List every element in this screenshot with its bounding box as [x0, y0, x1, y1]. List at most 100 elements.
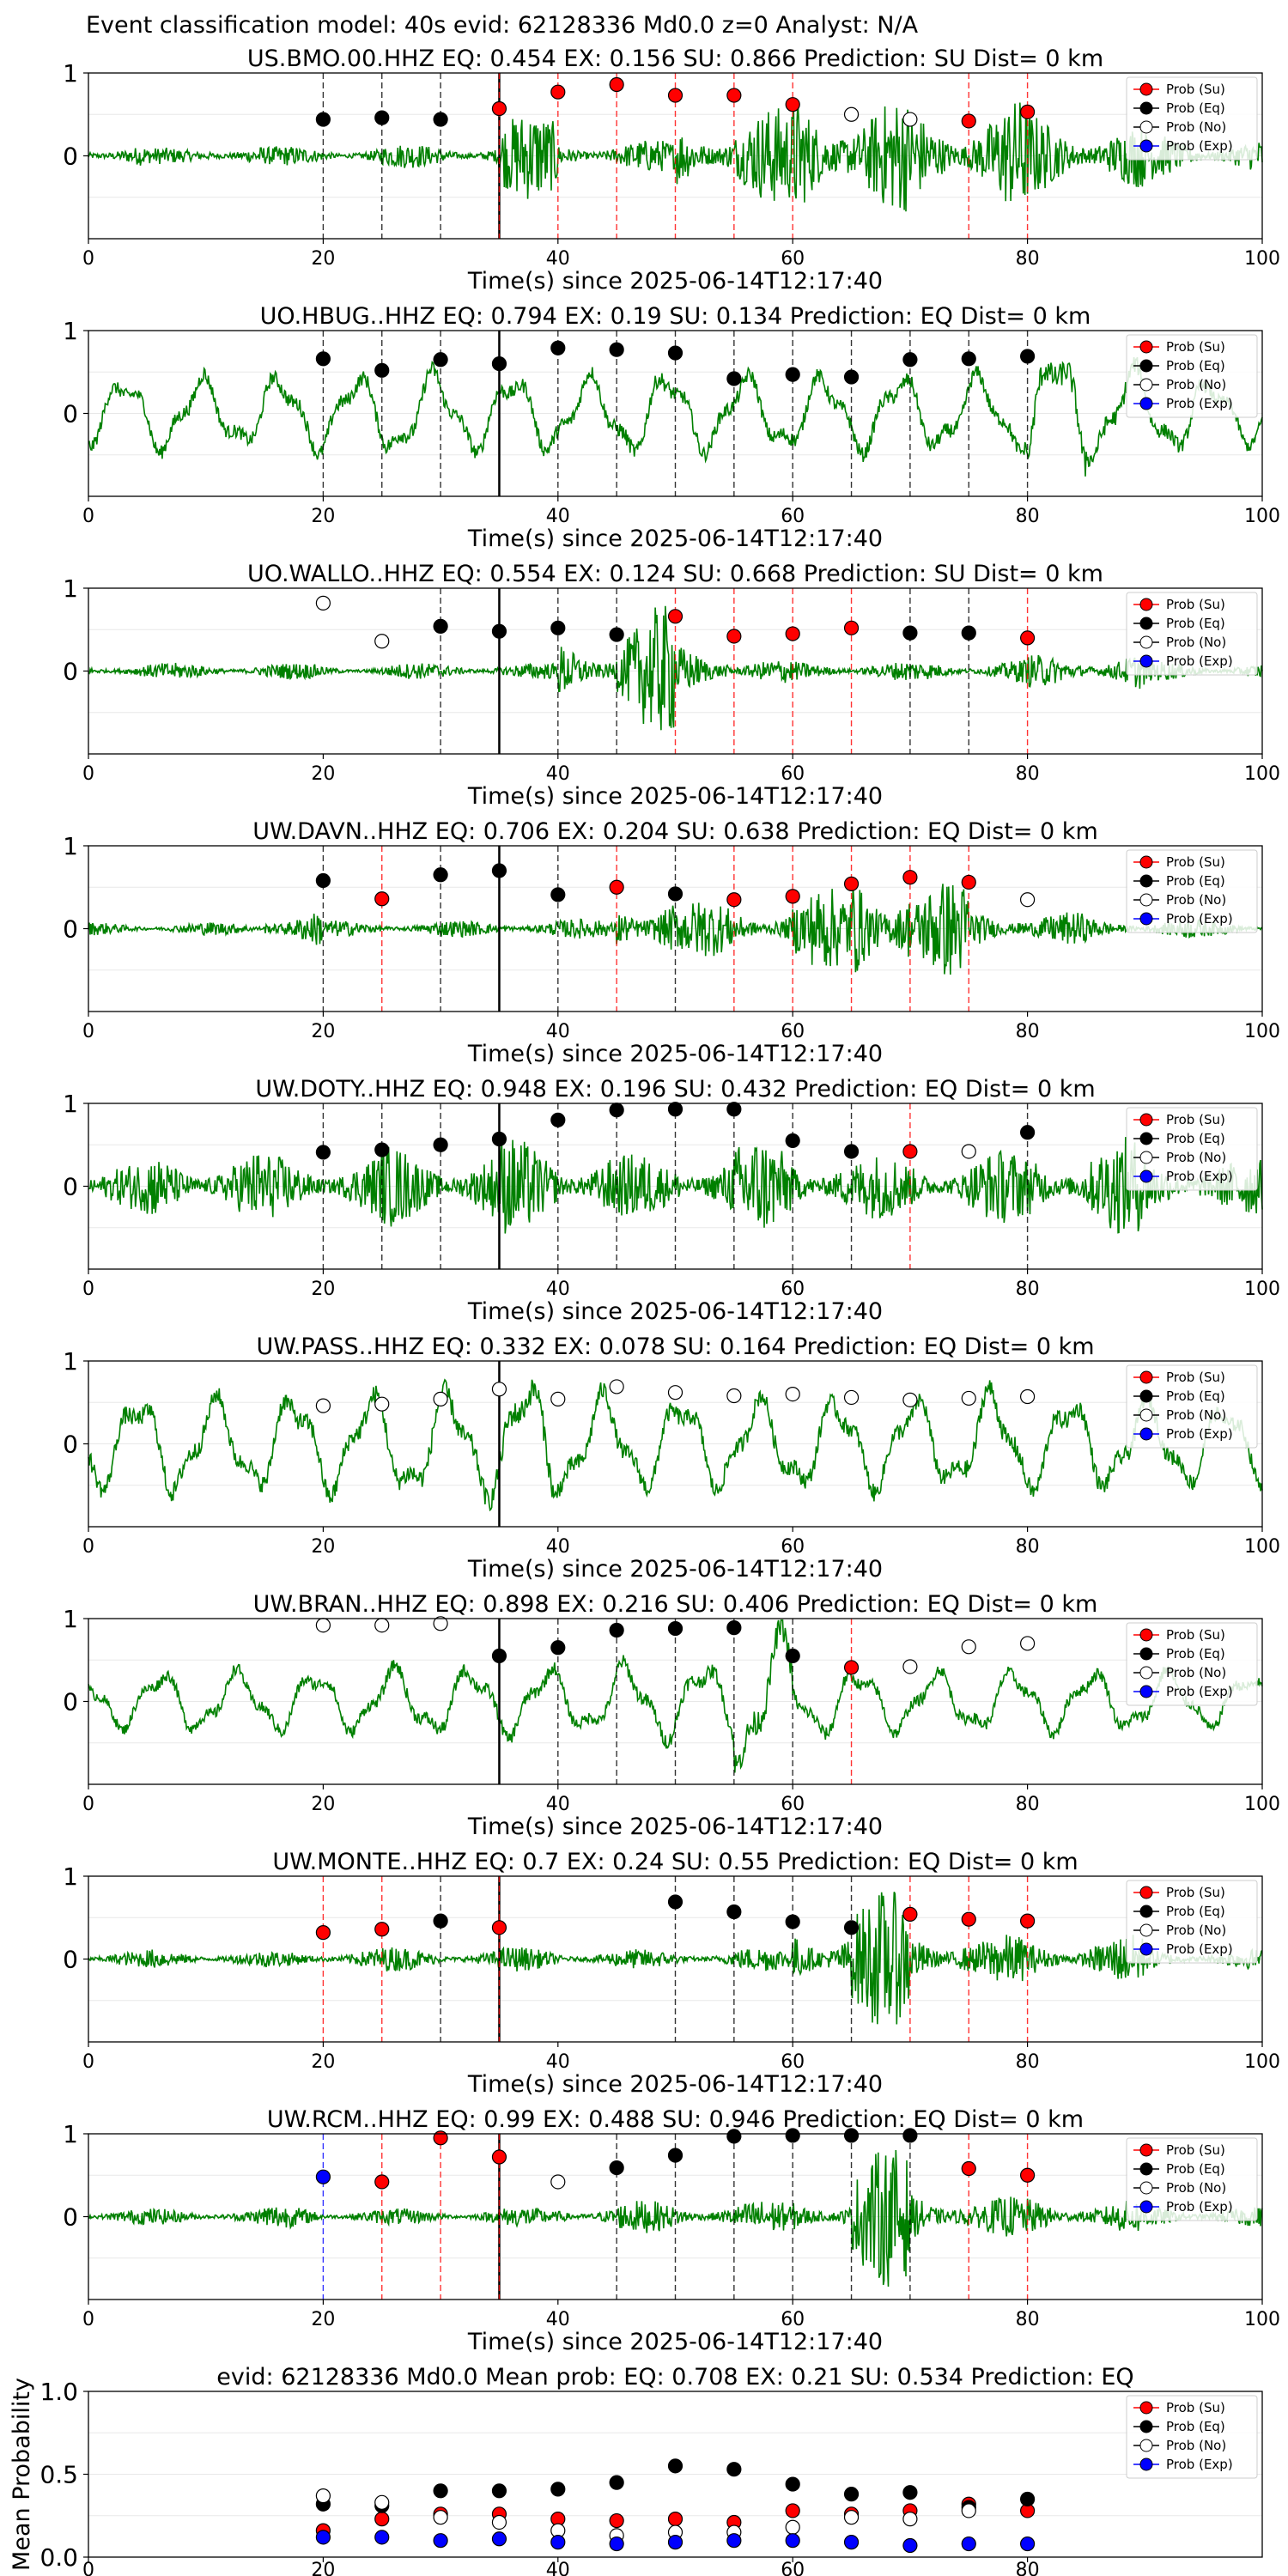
prob-point-su: [843, 876, 860, 891]
mean-point-eq: [609, 2475, 624, 2490]
x-tick-label: 0: [82, 1794, 94, 1815]
legend-marker-exp: [1139, 397, 1153, 410]
legend-box: [1126, 592, 1258, 676]
x-tick-label: 0: [82, 1536, 94, 1558]
x-tick-label: 80: [1016, 248, 1040, 270]
legend-label-su: Prob (Su): [1166, 1885, 1225, 1900]
legend-label-no: Prob (No): [1166, 119, 1226, 135]
x-tick-label: 60: [781, 2051, 805, 2073]
mean-point-no: [785, 2519, 800, 2535]
legend-marker-su: [1139, 1113, 1153, 1127]
x-tick-label: 0: [82, 248, 94, 270]
x-tick-label: 60: [781, 1794, 805, 1815]
legend-label-eq: Prob (Eq): [1166, 616, 1225, 631]
legend-marker-no: [1139, 635, 1153, 649]
x-tick-label: 80: [1016, 763, 1040, 785]
prob-point-su: [374, 1922, 390, 1937]
prob-point-eq: [315, 351, 331, 367]
prob-point-su: [491, 1920, 507, 1935]
prob-point-su: [491, 2149, 507, 2165]
x-tick-label: 20: [311, 2309, 335, 2330]
y-tick-label: 0: [63, 2203, 78, 2232]
mean-point-eq: [667, 2458, 683, 2474]
legend-box: [1126, 1622, 1258, 1706]
legend-label-exp: Prob (Exp): [1166, 1684, 1233, 1699]
prob-point-eq: [491, 863, 507, 878]
mean-point-no: [433, 2510, 448, 2525]
figure-title: Event classification model: 40s evid: 62…: [86, 12, 919, 39]
prob-point-eq: [609, 342, 624, 357]
legend-label-exp: Prob (Exp): [1166, 396, 1233, 411]
panel-4: UW.DAVN..HHZ EQ: 0.706 EX: 0.204 SU: 0.6…: [63, 818, 1280, 1067]
legend-label-exp: Prob (Exp): [1166, 2199, 1233, 2215]
prob-point-su: [667, 88, 683, 103]
panel-7: UW.BRAN..HHZ EQ: 0.898 EX: 0.216 SU: 0.4…: [63, 1591, 1280, 1840]
x-tick-label: 20: [311, 1279, 335, 1300]
prob-point-eq: [785, 367, 800, 382]
x-tick-label: 40: [546, 1794, 570, 1815]
mean-point-exp: [667, 2535, 683, 2550]
x-tick-label: 20: [311, 763, 335, 785]
mean-point-exp: [1019, 2536, 1036, 2552]
legend-label-eq: Prob (Eq): [1166, 1388, 1225, 1404]
prob-point-no: [961, 1390, 976, 1406]
x-tick-label: 100: [1244, 1021, 1280, 1042]
mean-point-eq: [843, 2487, 860, 2502]
mean-point-su: [609, 2512, 624, 2529]
legend-box: [1126, 1107, 1258, 1191]
prob-point-eq: [374, 362, 390, 378]
panel-6: UW.PASS..HHZ EQ: 0.332 EX: 0.078 SU: 0.1…: [63, 1334, 1280, 1583]
legend-label-su: Prob (Su): [1166, 82, 1225, 97]
legend-marker-exp: [1139, 654, 1153, 668]
prob-point-no: [902, 1659, 918, 1674]
prob-point-eq: [726, 371, 742, 386]
legend-marker-eq: [1139, 1647, 1153, 1661]
legend-label-exp: Prob (Exp): [1166, 1426, 1233, 1442]
mean-point-eq: [785, 2476, 800, 2492]
prob-point-su: [902, 1144, 918, 1159]
mean-point-exp: [726, 2533, 742, 2549]
mean-point-exp: [843, 2535, 860, 2550]
prob-point-su: [491, 100, 507, 117]
x-tick-label: 40: [546, 248, 570, 270]
x-tick-label: 40: [546, 763, 570, 785]
prob-point-no: [433, 1391, 448, 1406]
prob-point-no: [550, 2174, 566, 2190]
legend-label-eq: Prob (Eq): [1166, 358, 1225, 374]
legend-marker-eq: [1139, 2162, 1153, 2176]
prob-point-su: [667, 609, 683, 624]
prob-point-su: [1019, 2167, 1036, 2183]
x-tick-label: 40: [546, 1279, 570, 1300]
y-tick-label: 1: [63, 1090, 78, 1118]
prob-point-eq: [550, 340, 566, 355]
prob-point-eq: [726, 1904, 742, 1920]
mean-point-no: [961, 2503, 976, 2518]
x-tick-label: 0: [82, 2309, 94, 2330]
x-axis-label: Time(s) since 2025-06-14T12:17:40: [467, 1041, 883, 1067]
x-tick-label: 60: [781, 248, 805, 270]
legend-marker-su: [1139, 598, 1153, 611]
legend-label-su: Prob (Su): [1166, 1370, 1225, 1385]
x-tick-label: 20: [311, 2051, 335, 2073]
waveform-trace: [88, 1892, 1263, 2025]
legend-marker-eq: [1139, 359, 1153, 373]
legend-label-eq: Prob (Eq): [1166, 100, 1225, 116]
prob-point-su: [726, 629, 742, 644]
mean-point-exp: [433, 2533, 448, 2549]
prob-point-su: [374, 891, 390, 907]
legend-label-no: Prob (No): [1166, 1407, 1226, 1423]
x-tick-label: 60: [781, 1279, 805, 1300]
mean-point-no: [374, 2494, 390, 2510]
legend-marker-su: [1139, 1628, 1153, 1642]
prob-point-no: [315, 1398, 331, 1413]
panel-mean: evid: 62128336 Md0.0 Mean prob: EQ: 0.70…: [9, 2364, 1263, 2576]
legend-label-eq: Prob (Eq): [1166, 1646, 1225, 1662]
x-tick-label: 80: [1016, 1794, 1040, 1815]
prob-point-eq: [902, 352, 918, 368]
prob-point-eq: [491, 1131, 507, 1147]
legend-label-su: Prob (Su): [1166, 2400, 1225, 2415]
prob-point-eq: [433, 1913, 448, 1929]
legend-box: [1126, 2395, 1258, 2479]
